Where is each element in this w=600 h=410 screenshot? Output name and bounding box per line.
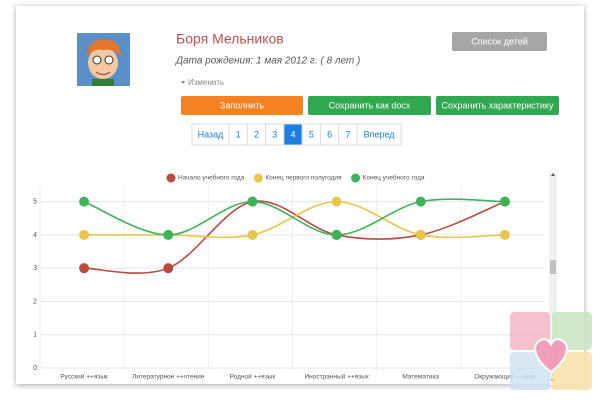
page-label: 1 xyxy=(236,129,241,139)
point xyxy=(79,229,90,240)
children-list-button[interactable]: Список детей xyxy=(452,32,547,51)
page-button[interactable]: 7 xyxy=(338,123,358,146)
chart: 0 1 2 3 4 5 Русский ++язык Литературное ++чтени… xyxy=(33,173,545,381)
button-label: Список детей xyxy=(471,36,527,46)
page-label: 4 xyxy=(291,129,296,139)
legend-marker xyxy=(166,173,176,183)
x-tick-label: Окружающий ++мир xyxy=(474,373,536,381)
page-button[interactable]: 5 xyxy=(301,123,322,146)
point xyxy=(163,263,174,274)
page-button[interactable]: 4 xyxy=(283,123,303,146)
decoration xyxy=(510,312,592,390)
y-tick-label: 4 xyxy=(33,232,37,239)
pagination: Назад 1 2 3 4 5 6 7 Вперед xyxy=(191,123,402,146)
page-label: 5 xyxy=(309,129,314,139)
page-label: 3 xyxy=(272,129,277,139)
x-tick-label: Иностранный ++язык xyxy=(304,373,368,381)
point xyxy=(499,229,510,240)
page-button[interactable]: 2 xyxy=(246,123,267,146)
page-button[interactable]: 3 xyxy=(265,123,285,146)
page-button[interactable]: Вперед xyxy=(356,123,402,146)
edit-link[interactable]: Изменить xyxy=(188,78,224,87)
legend-item[interactable]: Конец первого полугодия xyxy=(253,173,342,183)
button-label: Сохранить как docx xyxy=(329,100,411,110)
x-tick-label: Математика xyxy=(402,374,439,381)
point xyxy=(247,196,258,207)
point xyxy=(331,229,342,240)
page-label: Назад xyxy=(198,129,225,139)
y-tick-label: 1 xyxy=(33,332,37,339)
y-tick-label: 5 xyxy=(33,198,37,205)
page-label: 7 xyxy=(345,129,350,139)
page-label: 2 xyxy=(254,129,259,139)
y-tick-label: 2 xyxy=(33,298,37,305)
y-tick-label: 0 xyxy=(33,365,37,372)
x-tick-label: Русский ++язык xyxy=(60,373,108,381)
birth-date: Дата рождения: 1 мая 2012 г. ( 8 лет ) xyxy=(175,56,360,67)
legend-label: Конец учебного года xyxy=(363,174,425,182)
page-button[interactable]: 6 xyxy=(320,123,340,146)
button-label: Сохранить характеристику xyxy=(442,100,554,110)
legend-item[interactable]: Начало учебного года xyxy=(166,173,245,183)
x-tick-label: Родной ++язык xyxy=(230,373,276,381)
point xyxy=(499,196,510,207)
series-line xyxy=(83,198,505,236)
legend-marker xyxy=(351,173,361,183)
save-description-button[interactable]: Сохранить характеристику xyxy=(436,96,559,115)
x-tick-label: Литературное ++чтение xyxy=(132,374,205,381)
legend-label: Конец первого полугодия xyxy=(265,175,342,182)
page-button[interactable]: Назад xyxy=(191,123,230,146)
point xyxy=(79,196,90,207)
button-label: Заполнить xyxy=(220,100,264,110)
series-line xyxy=(84,200,506,274)
point xyxy=(331,196,342,207)
fill-button[interactable]: Заполнить xyxy=(181,96,303,115)
legend-label: Начало учебного года xyxy=(178,174,245,182)
child-name: Боря Мельников xyxy=(176,31,284,47)
save-docx-button[interactable]: Сохранить как docx xyxy=(308,96,431,115)
legend-marker xyxy=(253,173,263,183)
page-button[interactable]: 1 xyxy=(228,123,248,146)
page-label: Вперед xyxy=(364,129,396,139)
page-cell xyxy=(356,123,402,146)
point xyxy=(247,229,258,240)
point xyxy=(415,229,426,240)
avatar xyxy=(77,33,130,86)
point xyxy=(163,229,174,240)
y-tick-label: 3 xyxy=(33,265,37,272)
point xyxy=(79,263,90,274)
page-label: 6 xyxy=(327,129,332,139)
legend-item[interactable]: Конец учебного года xyxy=(351,173,425,183)
caret-icon xyxy=(181,81,185,84)
point xyxy=(415,196,426,207)
